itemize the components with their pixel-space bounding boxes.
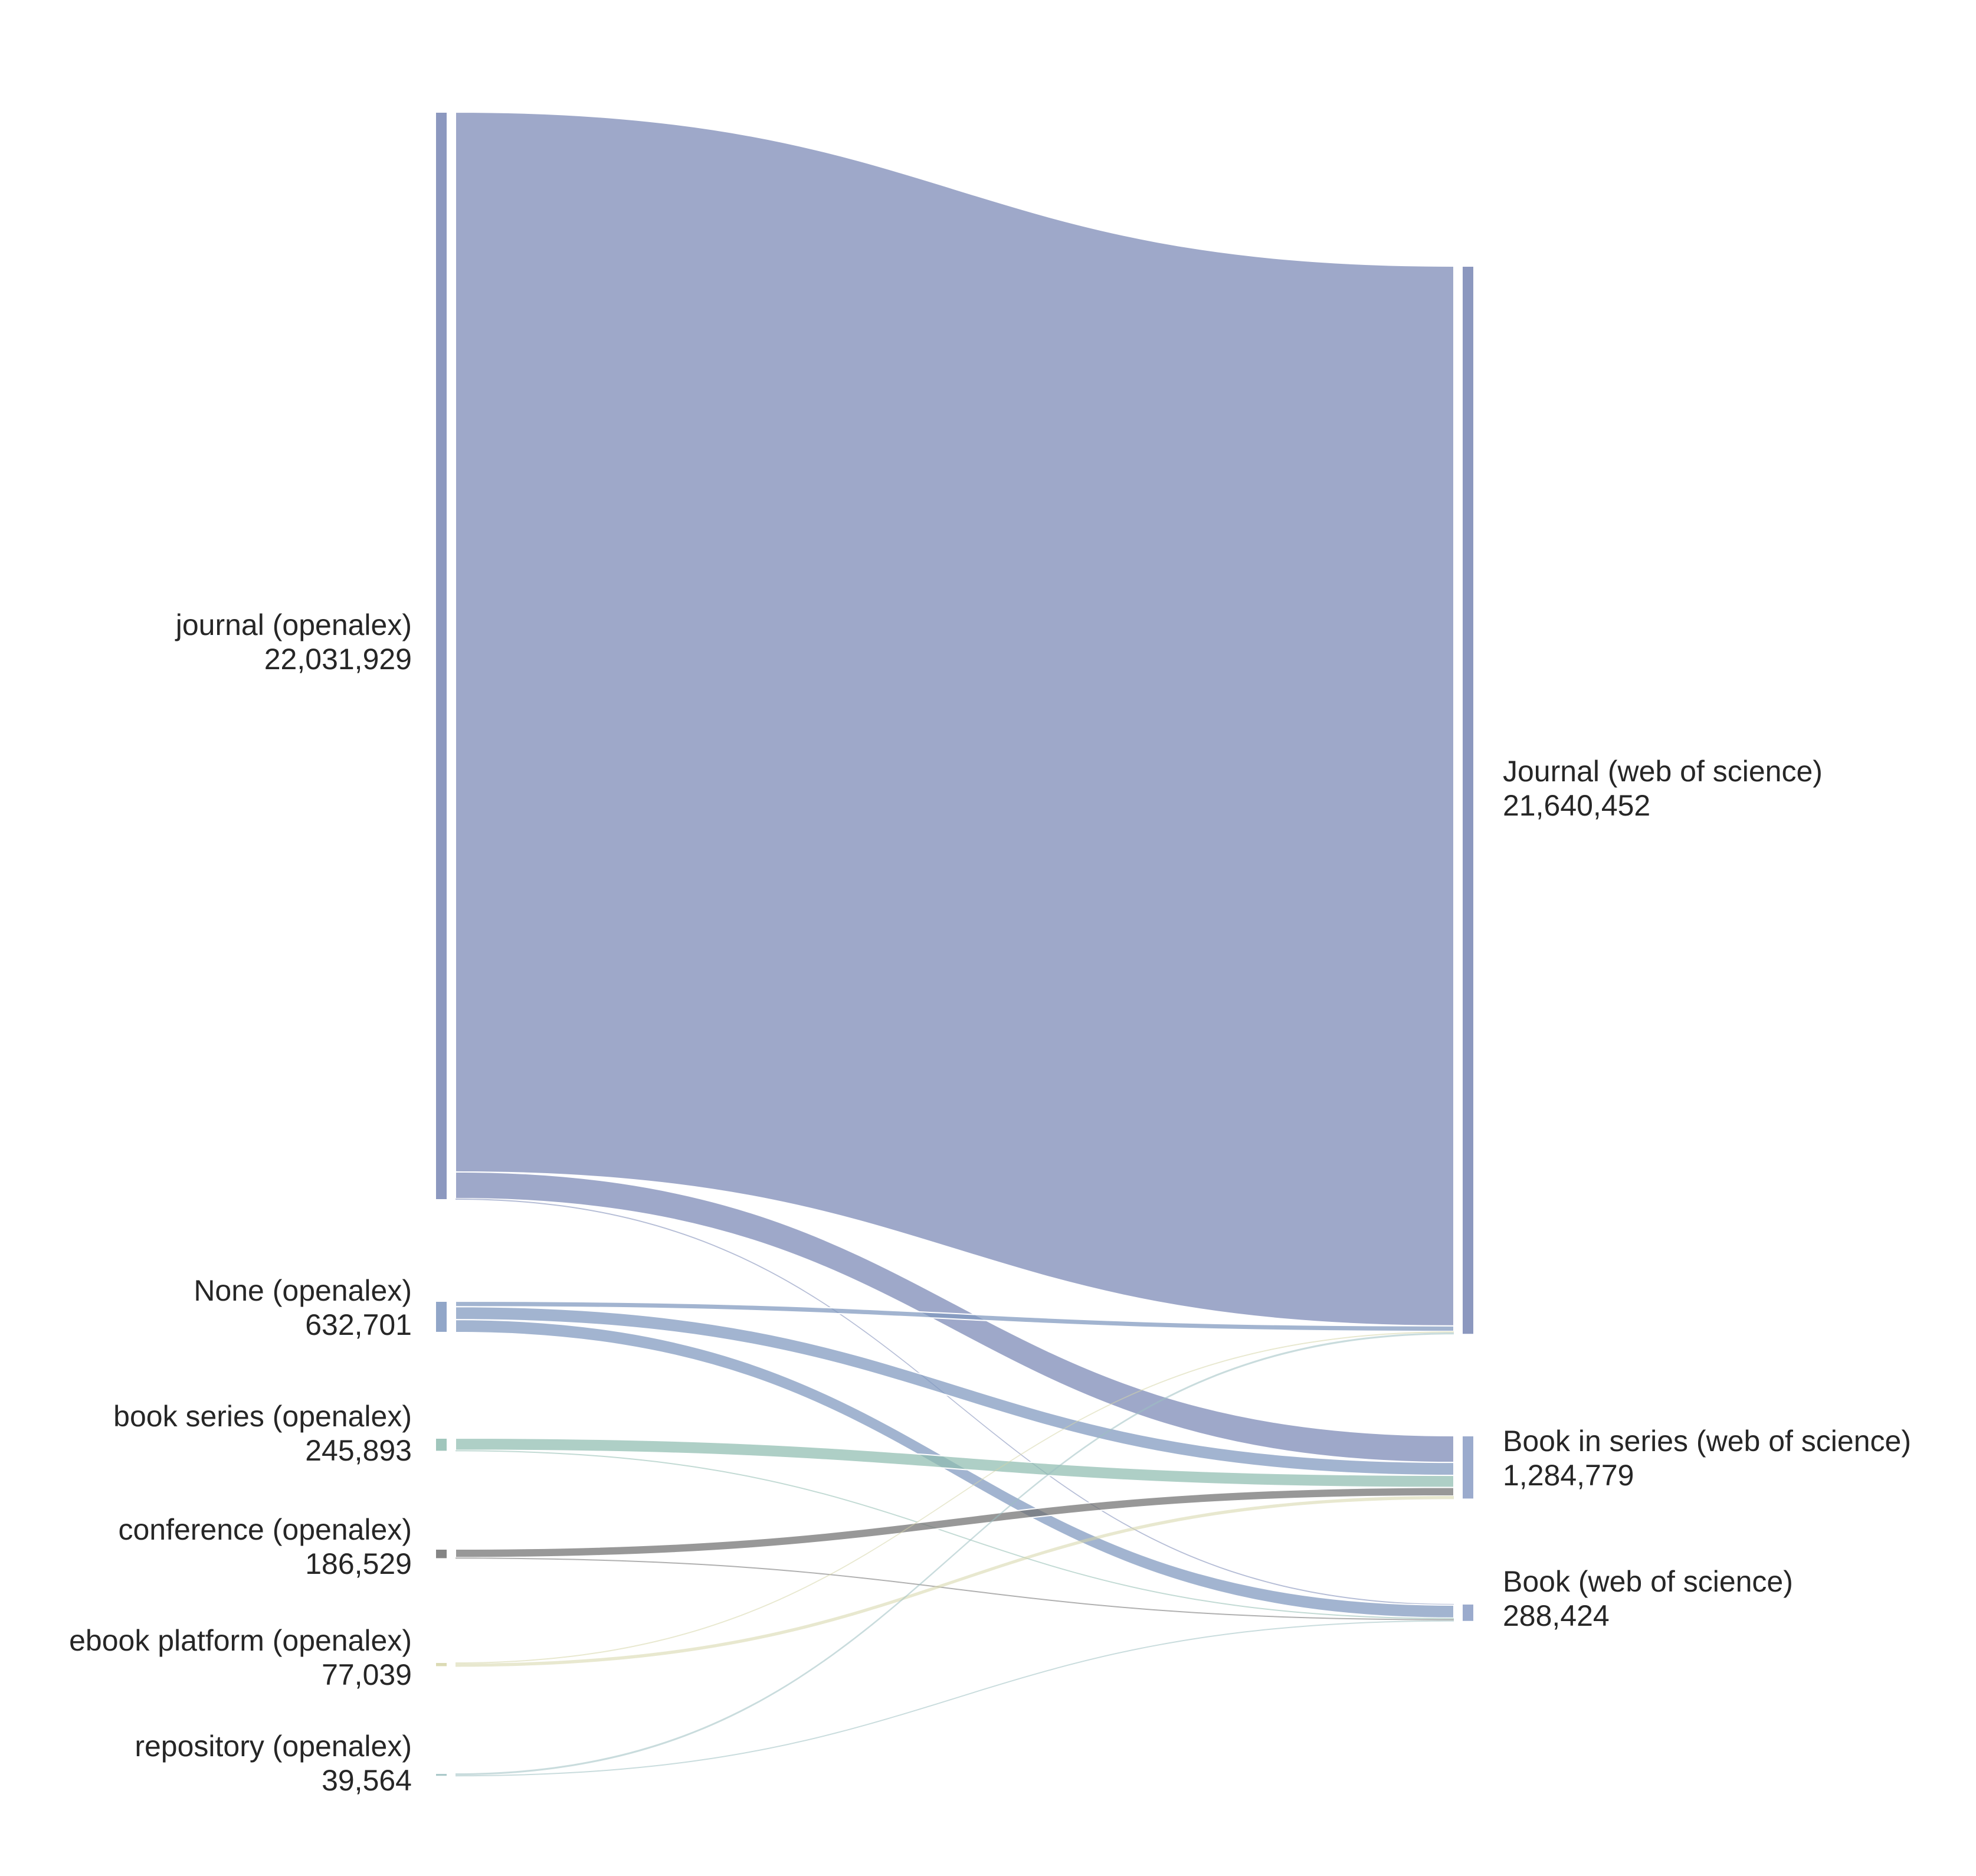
source-name: repository (openalex) <box>135 1730 412 1763</box>
flow-ebook-to-wos_book_series <box>456 1495 1454 1667</box>
source-node-repository <box>435 1773 448 1777</box>
target-label: Book in series (web of science) 1,284,779 <box>1503 1425 1911 1492</box>
flow-journal-to-wos_book <box>456 1199 1454 1605</box>
source-label: None (openalex) 632,701 <box>194 1274 412 1341</box>
flow-repository-to-wos_book <box>456 1620 1454 1777</box>
target-node-wos_journal <box>1461 266 1474 1335</box>
flow-ebook-to-wos_journal <box>456 1331 1454 1664</box>
target-node-wos_book_series <box>1461 1435 1474 1500</box>
source-value: 77,039 <box>322 1658 412 1691</box>
source-node-journal <box>435 112 448 1201</box>
source-node-ebook <box>435 1662 448 1668</box>
source-name: conference (openalex) <box>118 1513 412 1546</box>
source-name: journal (openalex) <box>175 608 412 641</box>
target-label: Journal (web of science) 21,640,452 <box>1503 755 1823 822</box>
sankey-labels: journal (openalex) 22,031,929 None (openal… <box>69 608 1911 1797</box>
source-name: ebook platform (openalex) <box>69 1624 412 1657</box>
source-node-book_series <box>435 1438 448 1452</box>
flow-conference-to-wos_book <box>456 1557 1454 1620</box>
source-value: 39,564 <box>322 1764 412 1797</box>
source-value: 245,893 <box>305 1434 412 1467</box>
flow-journal-to-wos_journal <box>455 111 1454 1327</box>
target-label: Book (web of science) 288,424 <box>1503 1565 1793 1632</box>
source-value: 22,031,929 <box>264 643 412 676</box>
source-node-conference <box>435 1548 448 1560</box>
sankey-links <box>455 111 1454 1777</box>
source-value: 186,529 <box>305 1547 412 1580</box>
target-value: 288,424 <box>1503 1599 1610 1632</box>
source-label: book series (openalex) 245,893 <box>113 1400 412 1467</box>
target-name: Book (web of science) <box>1503 1565 1793 1598</box>
target-node-wos_book <box>1461 1603 1474 1622</box>
target-name: Journal (web of science) <box>1503 755 1823 788</box>
target-name: Book in series (web of science) <box>1503 1425 1911 1458</box>
source-name: book series (openalex) <box>113 1400 412 1433</box>
source-name: None (openalex) <box>194 1274 412 1307</box>
target-value: 21,640,452 <box>1503 789 1650 822</box>
target-value: 1,284,779 <box>1503 1459 1634 1492</box>
source-node-none <box>435 1301 448 1333</box>
source-label: conference (openalex) 186,529 <box>118 1513 412 1580</box>
source-label: journal (openalex) 22,031,929 <box>175 608 412 676</box>
flow-repository-to-wos_journal <box>456 1332 1454 1776</box>
sankey-nodes <box>435 112 1474 1777</box>
flow-book_series-to-wos_book <box>456 1450 1454 1619</box>
source-value: 632,701 <box>305 1308 412 1341</box>
source-label: ebook platform (openalex) 77,039 <box>69 1624 412 1691</box>
flow-none-to-wos_journal <box>455 1300 1454 1332</box>
source-label: repository (openalex) 39,564 <box>135 1730 412 1797</box>
